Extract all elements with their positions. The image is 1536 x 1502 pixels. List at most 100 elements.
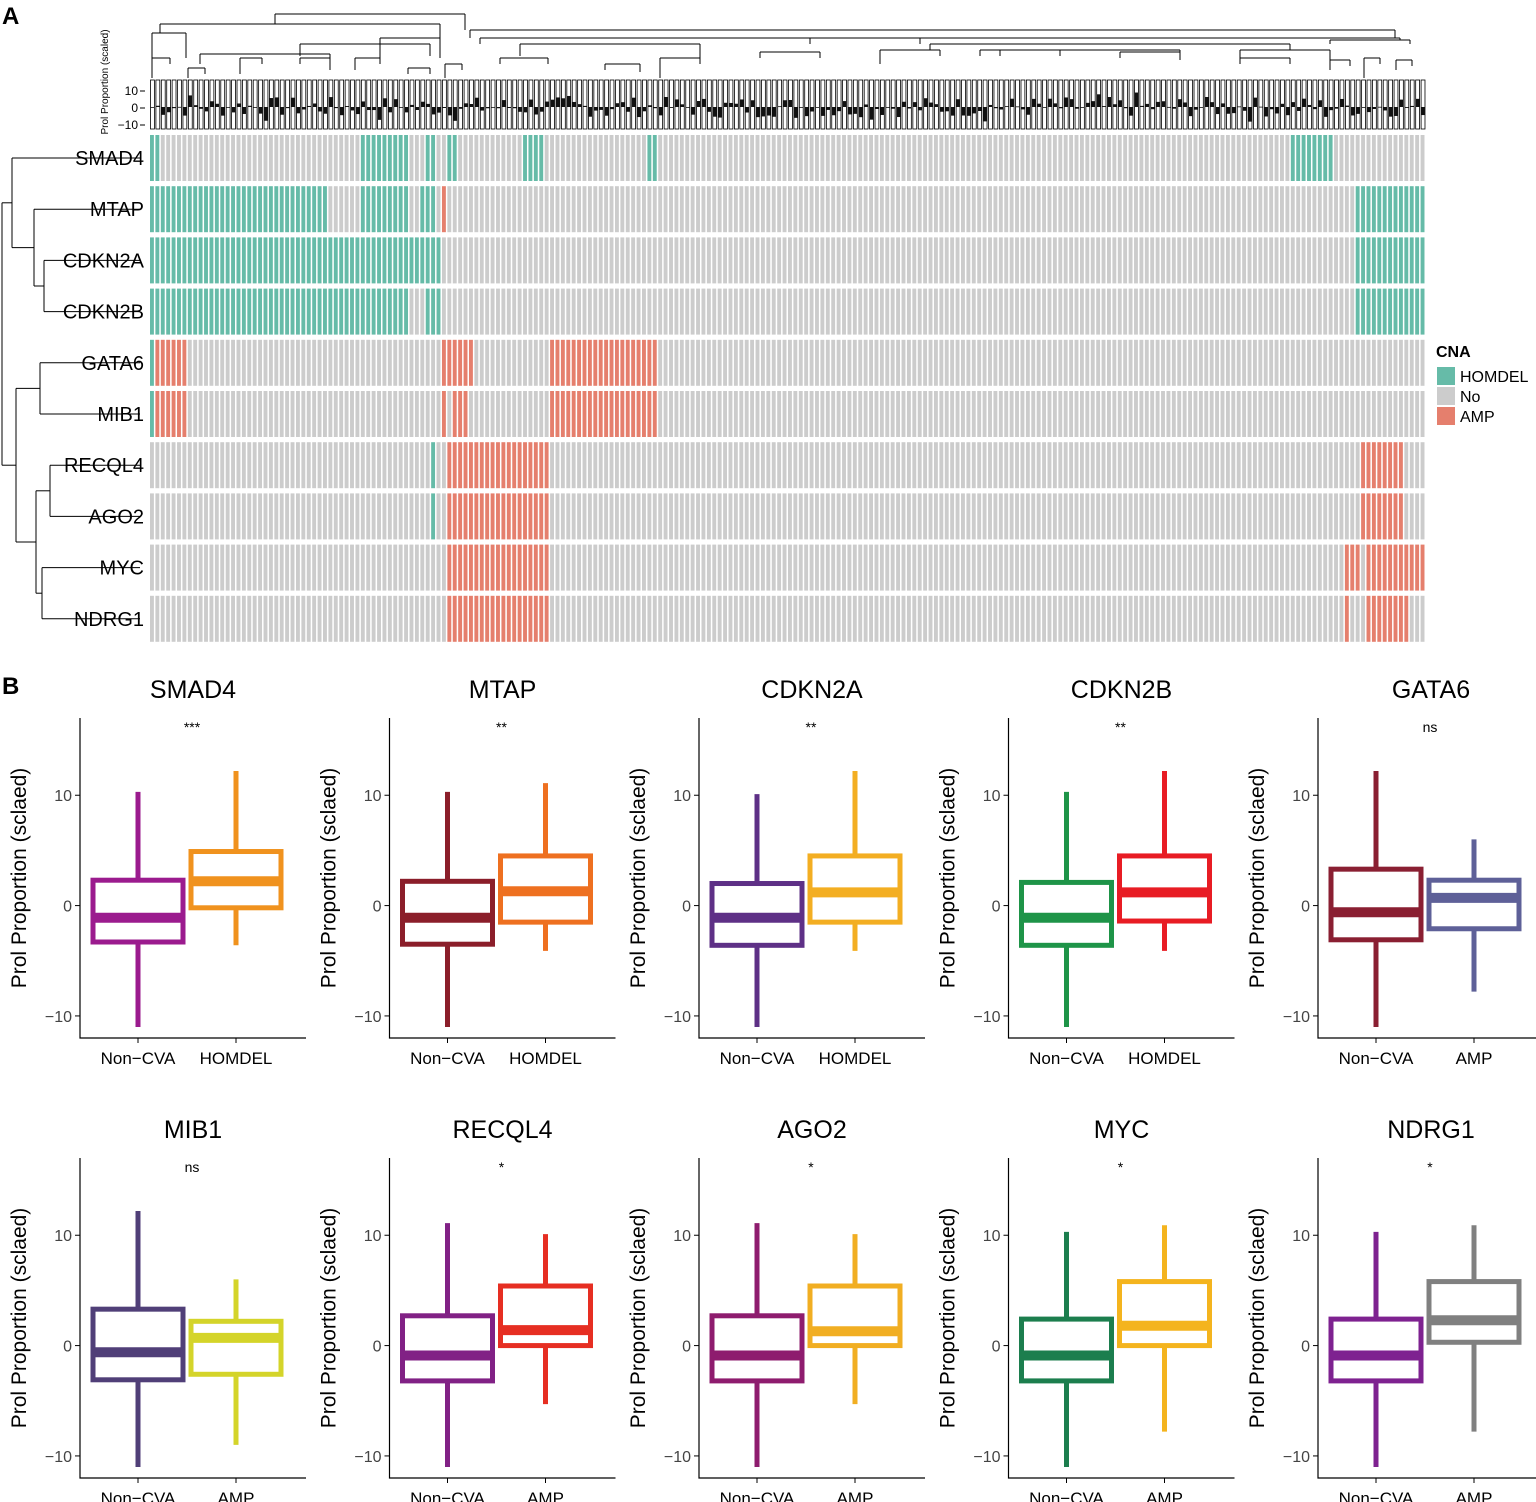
heatmap-cell <box>1112 237 1117 284</box>
heatmap-cell <box>906 595 911 642</box>
box-iqr <box>400 1313 495 1384</box>
heatmap-cell <box>793 135 798 181</box>
heatmap-cell <box>1090 442 1095 489</box>
heatmap-cell <box>360 186 365 233</box>
sample-bar <box>1107 97 1112 107</box>
heatmap-cell <box>614 288 619 335</box>
heatmap-cell <box>350 595 354 642</box>
heatmap-cell <box>652 288 657 335</box>
heatmap-cell <box>1371 135 1376 181</box>
sample-bar-frame <box>825 79 831 130</box>
heatmap-cell <box>1231 186 1236 233</box>
heatmap-cell <box>728 391 733 437</box>
heatmap-cell <box>847 544 852 591</box>
box-iqr <box>807 1283 903 1349</box>
significance-label: * <box>499 1159 505 1175</box>
heatmap-cell <box>441 186 446 233</box>
sample-bar <box>599 107 604 110</box>
heatmap-cell <box>836 493 841 540</box>
heatmap-cell <box>404 595 409 642</box>
heatmap-cell <box>766 493 771 540</box>
heatmap-cell <box>398 288 403 335</box>
heatmap-cell <box>247 442 252 489</box>
heatmap-cell <box>917 288 922 335</box>
heatmap-cell <box>1247 391 1252 437</box>
heatmap-cell <box>1404 391 1409 437</box>
heatmap-cell <box>452 493 457 540</box>
heatmap-cell <box>1198 288 1203 335</box>
heatmap-cell <box>506 544 511 591</box>
heatmap-cell <box>901 237 906 284</box>
heatmap-cell <box>760 339 765 386</box>
heatmap-cell <box>933 391 938 437</box>
heatmap-cell <box>733 186 738 233</box>
heatmap-cell <box>290 595 295 642</box>
heatmap-cell <box>1009 339 1014 386</box>
heatmap-cell <box>977 391 982 437</box>
x-tick-label: Non−CVA <box>410 1489 485 1502</box>
heatmap-cell <box>836 391 841 437</box>
heatmap-cell <box>793 391 798 437</box>
heatmap-cell <box>923 493 928 540</box>
sample-bar-frame <box>1307 79 1312 130</box>
heatmap-cell <box>739 544 744 591</box>
sample-bar <box>485 107 490 109</box>
heatmap-cell <box>874 339 879 386</box>
heatmap-cell <box>1074 442 1079 489</box>
heatmap-cell <box>1269 544 1274 591</box>
sample-bar-frame <box>939 79 945 130</box>
heatmap-cell <box>171 442 176 489</box>
heatmap-cell <box>236 135 241 181</box>
heatmap-cell <box>323 391 327 437</box>
heatmap-cell <box>1334 544 1338 591</box>
heatmap-cell <box>252 339 257 386</box>
heatmap-cell <box>1058 186 1063 233</box>
heatmap-cell <box>1280 135 1284 181</box>
heatmap-cell <box>517 442 522 489</box>
heatmap-cell <box>598 544 603 591</box>
heatmap-cell <box>231 493 235 540</box>
heatmap-cell <box>1215 442 1220 489</box>
heatmap-cell <box>1350 544 1355 591</box>
sample-bar-frame <box>977 79 983 130</box>
heatmap-cell <box>847 442 852 489</box>
heatmap-cell <box>1323 237 1328 284</box>
heatmap-cell <box>263 442 268 489</box>
heatmap-cell <box>1139 339 1144 386</box>
heatmap-cell <box>339 135 344 181</box>
heatmap-cell <box>371 339 376 386</box>
sample-bar-frame <box>1171 79 1177 130</box>
sample-bar-frame <box>755 79 761 130</box>
heatmap-cell <box>1409 391 1414 437</box>
heatmap-cell <box>896 186 901 233</box>
heatmap-cell <box>1236 135 1241 181</box>
sample-bar <box>993 107 998 109</box>
heatmap-cell <box>171 493 176 540</box>
heatmap-cell <box>517 288 522 335</box>
heatmap-cell <box>1269 288 1274 335</box>
heatmap-cell <box>879 391 884 437</box>
sample-bar <box>566 95 571 107</box>
heatmap-cell <box>198 391 203 437</box>
heatmap-cell <box>317 493 322 540</box>
heatmap-cell <box>452 288 457 335</box>
sample-bar <box>523 107 528 113</box>
heatmap-cell <box>1144 544 1149 591</box>
heatmap-cell <box>1166 595 1171 642</box>
heatmap-cell <box>874 135 879 181</box>
heatmap-cell <box>1339 544 1344 591</box>
heatmap-cell <box>344 339 349 386</box>
heatmap-cell <box>1058 391 1063 437</box>
sample-bar <box>1356 107 1361 114</box>
heatmap-cell <box>993 595 998 642</box>
heatmap-cell <box>1204 186 1209 233</box>
heatmap-cell <box>1225 544 1230 591</box>
heatmap-cell <box>706 493 711 540</box>
heatmap-cell <box>1209 339 1214 386</box>
heatmap-cell <box>582 493 587 540</box>
heatmap-cell <box>604 544 609 591</box>
heatmap-cell <box>1296 339 1301 386</box>
heatmap-cell <box>231 595 235 642</box>
sample-bar <box>729 102 733 107</box>
significance-label: ** <box>1115 719 1126 735</box>
